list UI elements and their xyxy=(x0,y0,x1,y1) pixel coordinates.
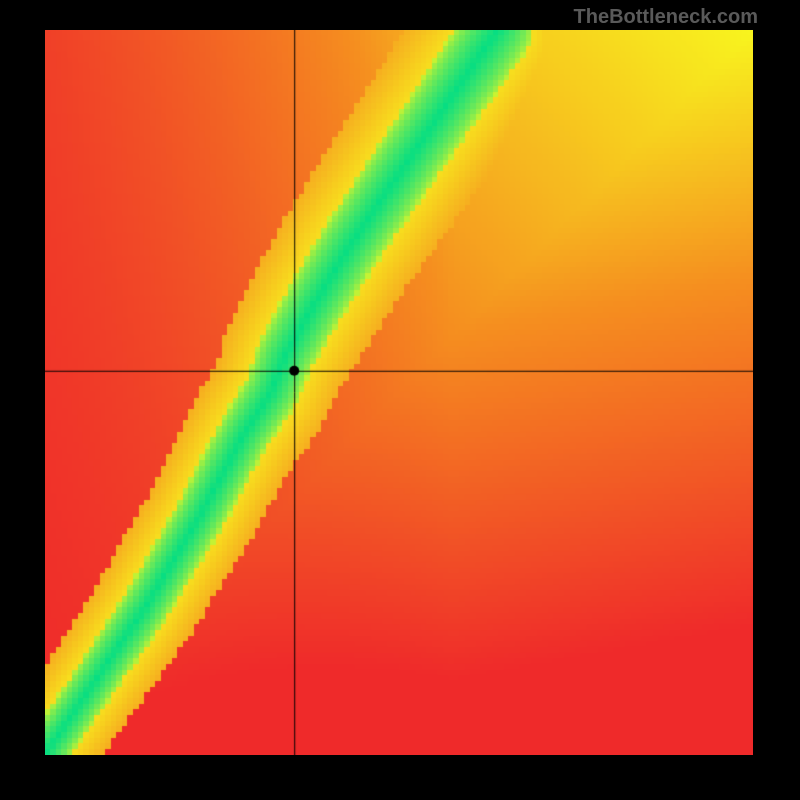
chart-container: TheBottleneck.com xyxy=(0,0,800,800)
attribution-text: TheBottleneck.com xyxy=(574,6,758,29)
heatmap-canvas xyxy=(45,30,753,755)
plot-area xyxy=(45,30,753,755)
